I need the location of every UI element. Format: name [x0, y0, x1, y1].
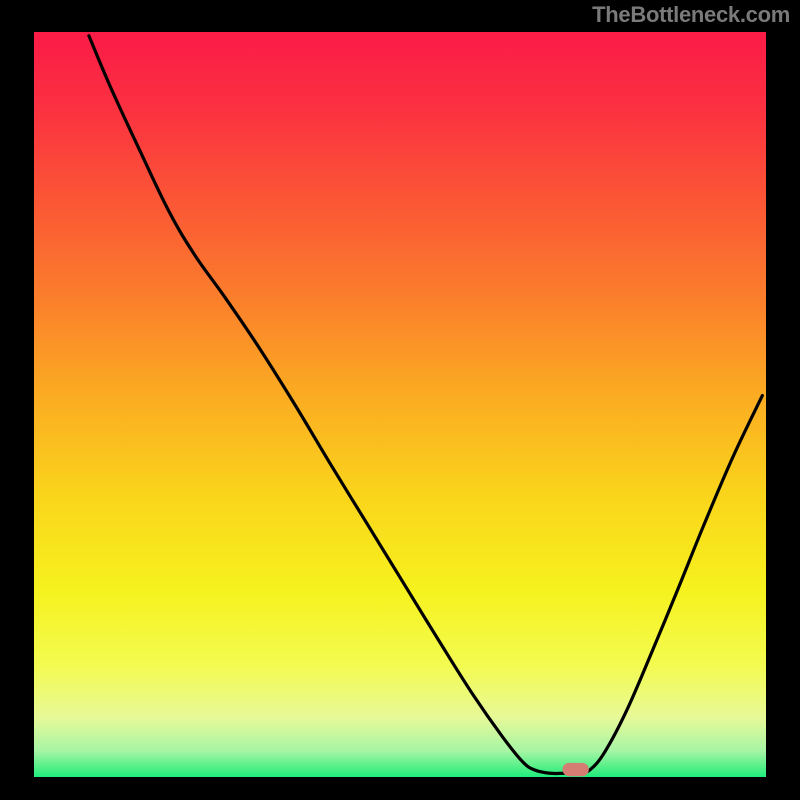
optimum-marker: [563, 763, 589, 776]
chart-svg: [34, 32, 766, 777]
plot-background: [34, 32, 766, 777]
plot-area: [34, 32, 766, 777]
chart-frame: TheBottleneck.com: [0, 0, 800, 800]
watermark-label: TheBottleneck.com: [592, 2, 790, 28]
